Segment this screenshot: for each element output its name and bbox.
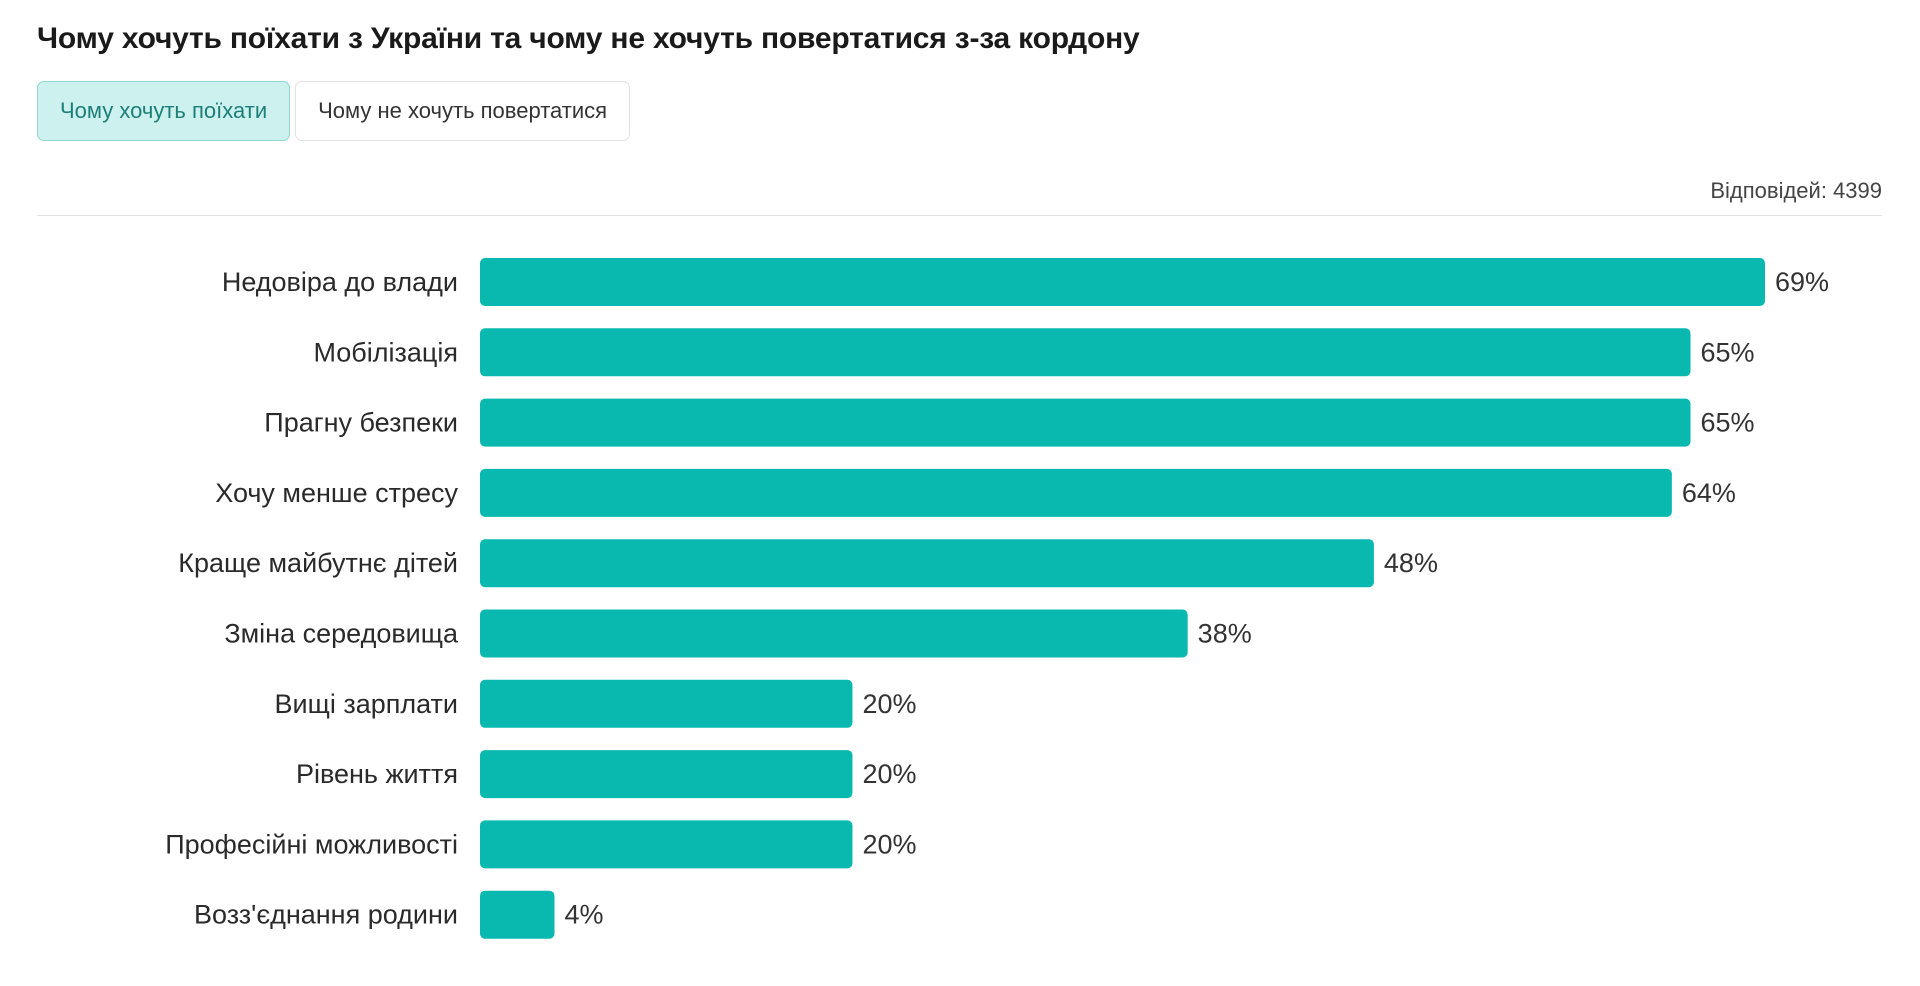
value-label: 65% [1701, 337, 1755, 367]
category-label: Зміна середовища [224, 619, 459, 649]
category-label: Прагну безпеки [264, 408, 458, 438]
bar[interactable] [480, 820, 853, 869]
bar[interactable] [480, 258, 1765, 306]
category-label: Недовіра до влади [222, 267, 458, 297]
responses-count: Відповідей: 4399 [1710, 178, 1882, 203]
category-label: Вищі зарплати [275, 689, 458, 719]
value-label: 69% [1775, 267, 1829, 297]
bar[interactable] [480, 398, 1691, 447]
category-label: Возз'єднання родини [194, 900, 458, 930]
category-label: Рівень життя [296, 759, 458, 789]
bar[interactable] [480, 539, 1374, 588]
category-label: Хочу менше стресу [215, 478, 458, 508]
page-title: Чому хочуть поїхати з України та чому не… [37, 22, 1140, 55]
value-label: 38% [1198, 619, 1252, 649]
bar[interactable] [480, 750, 853, 799]
category-label: Професійні можливості [165, 829, 458, 859]
divider [37, 215, 1882, 216]
tab-why-not-return[interactable]: Чому не хочуть повертатися [295, 81, 631, 141]
bar[interactable] [480, 609, 1188, 658]
value-label: 64% [1682, 478, 1736, 508]
value-label: 20% [862, 689, 916, 719]
bar[interactable] [480, 468, 1672, 517]
bar[interactable] [480, 890, 555, 939]
bar[interactable] [480, 328, 1691, 377]
category-label: Краще майбутнє дітей [178, 548, 458, 578]
value-label: 20% [862, 759, 916, 789]
value-label: 48% [1384, 548, 1438, 578]
tab-bar: Чому хочуть поїхати Чому не хочуть повер… [37, 81, 631, 141]
value-label: 65% [1701, 408, 1755, 438]
bar[interactable] [480, 679, 853, 728]
category-label: Мобілізація [313, 337, 458, 367]
value-label: 4% [564, 900, 603, 930]
value-label: 20% [862, 829, 916, 859]
tab-why-leave[interactable]: Чому хочуть поїхати [37, 81, 291, 141]
